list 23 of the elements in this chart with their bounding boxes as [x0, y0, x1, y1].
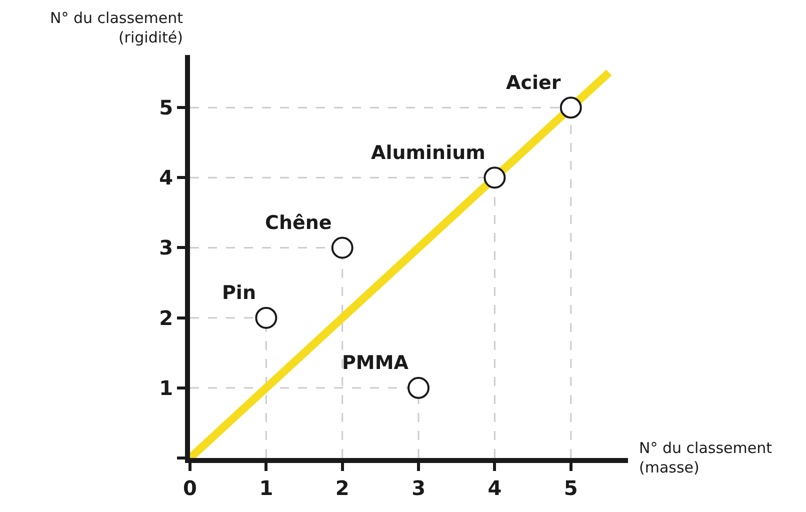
y-tick-label: 5	[159, 96, 173, 120]
x-tick-label: 2	[335, 476, 350, 500]
annotation: Pin	[222, 282, 256, 304]
x-tick-label: 4	[488, 476, 502, 500]
annotation: Chêne	[265, 212, 332, 234]
point	[560, 96, 582, 119]
y-axis-title: N° du classement (rigidité)	[50, 9, 184, 46]
x-tick-label: 1	[259, 476, 274, 500]
point	[484, 166, 506, 189]
y-tick-label: 1	[159, 376, 173, 400]
x-axis-title: N° du classement (masse)	[639, 439, 772, 476]
annotation: PMMA	[342, 352, 409, 374]
annotation: Acier	[506, 72, 562, 94]
y-tick-label: 4	[159, 166, 173, 190]
point	[331, 236, 354, 259]
annotation: Aluminium	[371, 142, 486, 164]
point	[255, 306, 278, 329]
y-tick-label: 3	[159, 236, 173, 260]
x-tick-label: 5	[564, 476, 578, 500]
x-tick-label: 0	[183, 476, 197, 500]
y-tick-label: 2	[159, 306, 173, 330]
point	[408, 376, 430, 399]
x-tick-label: 3	[412, 476, 426, 500]
